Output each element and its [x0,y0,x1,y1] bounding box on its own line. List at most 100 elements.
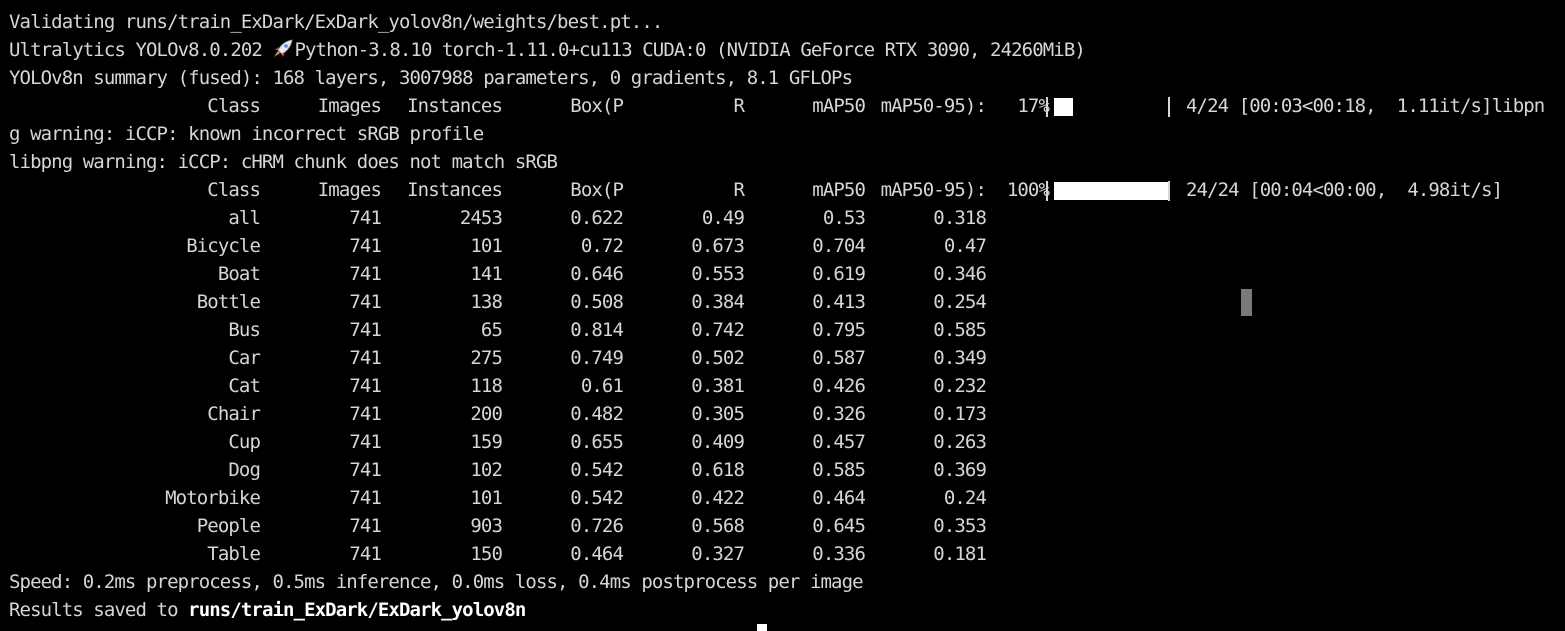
cell-map50-95: 0.263 [933,431,987,453]
cell-map50: 0.426 [812,375,866,397]
cell-images: 741 [349,515,382,537]
cell-r: 0.673 [691,235,745,257]
cell-map50: 0.587 [812,347,866,369]
header-box-p: Box(P [570,179,624,201]
cell-map50: 0.585 [812,459,866,481]
cell-box-p: 0.542 [570,487,624,509]
cell-class: Bicycle [186,235,261,257]
cell-box-p: 0.72 [580,235,624,257]
progress-status: 24/24 [00:04<00:00, 4.98it/s] [1186,179,1503,201]
header-map50-95: mAP50-95): [880,95,987,117]
table-row: Bus 741 65 0.814 0.742 0.795 0.585 [9,316,1559,344]
cell-map50-95: 0.369 [933,459,987,481]
cell-r: 0.409 [691,431,745,453]
cell-box-p: 0.622 [570,207,624,229]
cell-images: 741 [349,207,382,229]
terminal-cursor [1241,289,1252,316]
cell-instances: 141 [470,263,503,285]
cell-class: Boat [217,263,261,285]
cell-images: 741 [349,487,382,509]
cell-instances: 101 [470,235,503,257]
cell-images: 741 [349,319,382,341]
header-map50: mAP50 [812,179,866,201]
cell-instances: 159 [470,431,503,453]
cell-box-p: 0.482 [570,403,624,425]
header-row-progress-1: Class Images Instances Box(P R mAP50 mAP… [9,92,1559,120]
libpng-warning-chrm: libpng warning: iCCP: cHRM chunk does no… [9,151,558,173]
cell-map50-95: 0.346 [933,263,987,285]
cell-class: Table [207,543,261,565]
cell-class: Chair [207,403,261,425]
header-box-p: Box(P [570,95,624,117]
cell-map50-95: 0.47 [943,235,987,257]
results-table: all 741 2453 0.622 0.49 0.53 0.318 Bicycle 741 10… [9,204,1559,568]
cell-map50: 0.795 [812,319,866,341]
progress-bar [1046,97,1170,117]
header-row-progress-2: Class Images Instances Box(P R mAP50 mAP… [9,176,1559,204]
progress-bar-fill [1054,182,1168,200]
cell-r: 0.305 [691,403,745,425]
header-r: R [733,179,744,201]
cell-instances: 101 [470,487,503,509]
cell-box-p: 0.61 [580,375,624,397]
cell-map50: 0.326 [812,403,866,425]
cell-instances: 275 [470,347,503,369]
table-row: Table 741 150 0.464 0.327 0.336 0.181 [9,540,1559,568]
cell-r: 0.381 [691,375,745,397]
cell-map50-95: 0.181 [933,543,987,565]
cell-box-p: 0.749 [570,347,624,369]
cell-instances: 903 [470,515,503,537]
cell-images: 741 [349,375,382,397]
cell-map50-95: 0.232 [933,375,987,397]
table-row: Boat 741 141 0.646 0.553 0.619 0.346 [9,260,1559,288]
results-prefix: Results saved to [9,599,189,621]
progress-bar-fill [1054,98,1073,116]
table-row: Bicycle 741 101 0.72 0.673 0.704 0.47 [9,232,1559,260]
table-row: Motorbike 741 101 0.542 0.422 0.464 0.24 [9,484,1559,512]
cell-r: 0.553 [691,263,745,285]
cell-instances: 65 [480,319,503,341]
cell-class: all [228,207,261,229]
progress-status: 4/24 [00:03<00:18, 1.11it/s]libpn [1186,95,1545,117]
cell-instances: 102 [470,459,503,481]
cell-images: 741 [349,291,382,313]
cell-instances: 200 [470,403,503,425]
env-suffix: Python-3.8.10 torch-1.11.0+cu113 CUDA:0 … [294,39,1085,61]
header-class: Class [207,179,261,201]
cell-r: 0.568 [691,515,745,537]
cell-r: 0.49 [701,207,745,229]
cell-map50: 0.336 [812,543,866,565]
cell-map50: 0.413 [812,291,866,313]
progress-bar [1046,181,1170,201]
cell-map50-95: 0.353 [933,515,987,537]
model-summary-line: YOLOv8n summary (fused): 168 layers, 300… [9,67,853,89]
table-row: Chair 741 200 0.482 0.305 0.326 0.173 [9,400,1559,428]
cell-box-p: 0.814 [570,319,624,341]
cell-class: Cup [228,431,261,453]
terminal-output[interactable]: Validating runs/train_ExDark/ExDark_yolo… [9,8,1559,631]
rocket-icon [272,39,294,59]
cell-images: 741 [349,347,382,369]
cell-map50-95: 0.349 [933,347,987,369]
results-saved-line: Results saved to runs/train_ExDark/ExDar… [9,596,1559,624]
cell-box-p: 0.464 [570,543,624,565]
progress-percent: 100% [1006,179,1050,201]
cell-instances: 138 [470,291,503,313]
cell-class: Dog [228,459,261,481]
cell-r: 0.422 [691,487,745,509]
cell-map50: 0.53 [822,207,866,229]
cell-r: 0.327 [691,543,745,565]
cell-map50-95: 0.254 [933,291,987,313]
header-images: Images [317,179,382,201]
cell-r: 0.384 [691,291,745,313]
prompt-cursor [757,624,767,631]
cell-images: 741 [349,235,382,257]
table-row: People 741 903 0.726 0.568 0.645 0.353 [9,512,1559,540]
cell-r: 0.502 [691,347,745,369]
env-prefix: Ultralytics YOLOv8.0.202 [9,39,273,61]
cell-box-p: 0.508 [570,291,624,313]
table-row: Cat 741 118 0.61 0.381 0.426 0.232 [9,372,1559,400]
cell-class: Car [228,347,261,369]
cell-class: Bottle [196,291,261,313]
cell-box-p: 0.542 [570,459,624,481]
